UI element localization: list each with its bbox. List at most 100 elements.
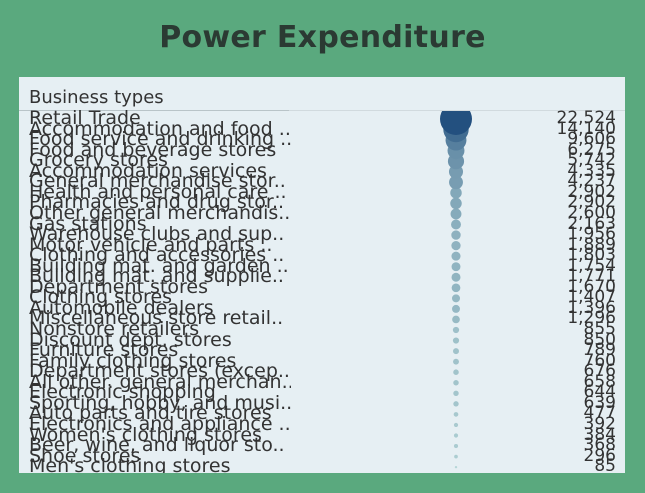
value-label: 1,803 [567,245,616,266]
value-label: 676 [583,361,616,382]
value-label: 2,902 [567,181,616,202]
category-label: Retail Trade [29,109,141,128]
data-point-8[interactable] [450,197,462,210]
data-point-30[interactable] [453,433,459,438]
category-label: Miscellaneous store retail.. [29,309,284,329]
value-label: 368 [583,435,616,456]
data-point-7[interactable] [450,187,462,199]
data-point-13[interactable] [451,251,461,261]
data-point-21[interactable] [452,337,460,344]
value-label: 392 [583,413,616,434]
value-label: 2,163 [567,213,616,234]
value-label: 14,140 [556,118,616,139]
category-label: Furniture stores [29,341,179,361]
data-point-19[interactable] [452,315,460,324]
category-label: Gas stations [29,214,147,234]
value-label: 850 [583,329,616,350]
value-label: 6,275 [567,139,616,160]
category-label: Family clothing stores [29,351,237,371]
value-label: 477 [583,403,616,424]
category-label: Electronics and appliance .. [29,414,291,434]
data-point-11[interactable] [451,230,461,240]
data-point-12[interactable] [451,240,461,251]
chart-title: Power Expenditure [159,20,486,55]
value-label: 644 [583,382,616,403]
value-label: 2,902 [567,192,616,213]
chart-rows: Retail Trade 22,524 Accommodation and food… [19,109,625,473]
data-point-24[interactable] [453,369,459,375]
category-label: Clothing stores [29,288,173,308]
category-label: Food and beverage stores [29,140,277,160]
data-point-22[interactable] [453,348,459,355]
category-label: Building mat. and supplie.. [29,267,284,287]
value-label: 789 [583,340,616,361]
data-point-17[interactable] [452,294,460,303]
category-label: Shoe stores [29,446,141,466]
value-label: 4,237 [567,171,616,192]
value-label: 9,606 [567,129,616,150]
data-point-6[interactable] [449,175,463,190]
category-label: Beer, wine, and liquor sto.. [29,436,285,456]
data-point-29[interactable] [453,422,459,428]
dot-plot [440,111,472,469]
value-label: 1,956 [567,224,616,245]
category-label: Accommodation services [29,161,267,181]
category-label: Sporting, hobby, and musi.. [29,393,291,413]
data-point-31[interactable] [453,444,459,449]
value-label: 1,396 [567,297,616,318]
category-label: Men's clothing stores [29,457,231,473]
category-label: Clothing and accessories .. [29,246,285,266]
category-label: Automobile dealers [29,298,214,318]
data-point-28[interactable] [453,412,459,417]
category-label: Department stores (excep.. [29,362,290,382]
value-label: 1,670 [567,276,616,297]
data-point-32[interactable] [454,454,458,459]
value-label: 1,889 [567,234,616,255]
category-label: Warehouse clubs and sup.. [29,225,285,245]
category-label: Health and personal care .. [29,182,287,202]
category-label: Department stores [29,277,208,297]
category-label: Food service and drinking .. [29,130,291,150]
data-point-25[interactable] [453,380,459,386]
data-point-16[interactable] [451,283,461,293]
data-point-0[interactable] [440,111,472,135]
category-label: General merchandise stor.. [29,172,286,192]
value-label: 1,296 [567,308,616,329]
category-label: Women's clothing stores [29,425,262,445]
category-label: Accommodation and food .. [29,119,291,139]
category-label: Grocery stores [29,151,168,171]
column-header-business-types: Business types [29,87,164,108]
value-label: 1,771 [567,266,616,287]
value-label: 855 [583,319,616,339]
value-label: 639 [583,392,616,413]
value-label: 658 [583,371,616,392]
category-label: Auto parts and tire stores [29,404,272,424]
data-point-18[interactable] [452,304,460,313]
category-label: Pharmacies and drug stor.. [29,193,285,213]
data-point-20[interactable] [452,326,460,334]
category-label: Other general merchandis.. [29,203,291,223]
value-label: 85 [594,456,616,473]
category-label: Electronic shopping [29,383,216,403]
value-label: 2,600 [567,202,616,223]
value-label: 384 [583,424,616,445]
value-label: 4,335 [567,160,616,181]
data-point-9[interactable] [450,208,462,220]
data-point-15[interactable] [451,272,461,282]
data-point-23[interactable] [453,358,459,365]
value-label: 1,754 [567,255,616,276]
value-label: 1,407 [567,287,616,308]
data-point-10[interactable] [451,219,461,230]
data-point-14[interactable] [451,262,461,272]
category-label: Motor vehicle and parts .. [29,235,273,255]
data-point-26[interactable] [453,390,459,397]
category-label: Nonstore retailers [29,320,200,339]
data-point-27[interactable] [453,401,459,407]
chart-panel: Business types Retail Trade 22,524 Accommo… [19,77,625,473]
category-label: Building mat. and garden .. [29,256,289,276]
category-label: Discount dept. stores [29,330,232,350]
header-divider [19,110,289,111]
value-label: 760 [583,350,616,371]
data-point-33[interactable] [454,465,458,469]
category-label: All other. general merchan.. [29,372,291,392]
